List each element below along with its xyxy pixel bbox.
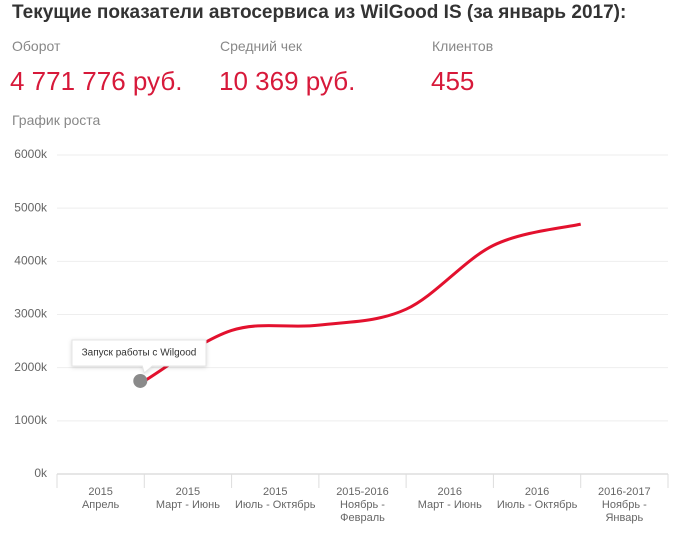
x-tick-label: Июль - Октябрь	[235, 499, 316, 511]
annotation-text: Запуск работы с Wilgood	[82, 347, 197, 359]
line	[143, 222, 582, 383]
x-tick-label: 2015-2016	[336, 486, 389, 498]
x-tick-label: Ноябрь -	[340, 499, 385, 511]
annotation: Запуск работы с Wilgood	[71, 339, 207, 374]
x-tick-label: Ноябрь -	[602, 499, 647, 511]
x-tick-label: 2015	[176, 486, 200, 498]
y-tick-label: 0k	[34, 466, 48, 480]
x-tick-label: Июль - Октябрь	[497, 499, 578, 511]
stat-value: 10 369 руб.	[219, 66, 356, 96]
x-tick-label: Апрель	[82, 499, 120, 511]
y-tick-label: 5000k	[14, 200, 48, 214]
y-tick-label: 3000k	[14, 307, 48, 321]
x-tick-label: Февраль	[340, 512, 385, 524]
x-tick-label: 2016-2017	[598, 486, 651, 498]
stat-value: 4 771 776 руб.	[10, 66, 183, 96]
stat-label: Клиентов	[432, 38, 494, 54]
annotation-box	[71, 339, 207, 374]
x-tick-label: Март - Июнь	[418, 499, 482, 511]
annotation-dot	[133, 373, 148, 388]
page-title: Текущие показатели автосервиса из WilGoo…	[12, 2, 627, 23]
stat-label: Средний чек	[220, 38, 303, 54]
x-tick-label: 2015	[88, 486, 112, 498]
y-tick-label: 2000k	[14, 360, 48, 374]
stat-label: Оборот	[12, 38, 61, 54]
stat-value: 455	[431, 66, 475, 96]
x-tick-label: Январь	[605, 512, 643, 524]
y-tick-label: 1000k	[14, 413, 48, 427]
x-tick-label: Март - Июнь	[156, 499, 220, 511]
y-tick-label: 4000k	[14, 254, 48, 268]
y-tick-label: 6000k	[14, 147, 48, 161]
x-tick-label: 2016	[438, 486, 462, 498]
x-tick-label: 2015	[263, 486, 287, 498]
x-tick-label: 2016	[525, 486, 549, 498]
chart-title: График роста	[12, 112, 101, 128]
